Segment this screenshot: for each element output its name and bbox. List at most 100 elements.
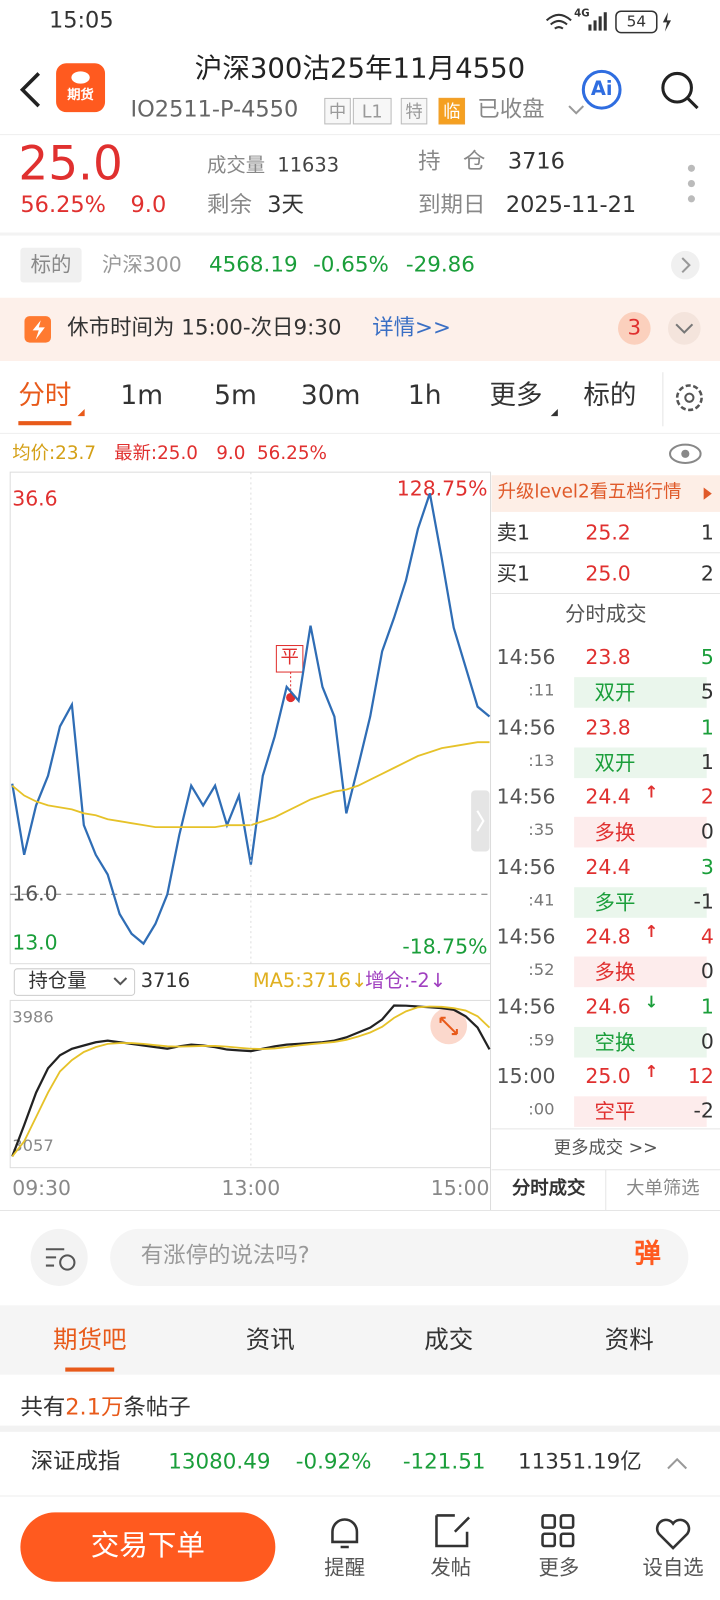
y-tick-label: 3986 [12, 1007, 53, 1026]
forum-tab[interactable]: 资讯 [245, 1325, 295, 1355]
trade-second: :11 [528, 680, 555, 700]
arrow-button[interactable] [671, 250, 700, 280]
trade-button-label[interactable]: 交易下单 [90, 1528, 205, 1563]
danmu-toggle[interactable]: 弹 [634, 1239, 661, 1270]
comment-placeholder[interactable]: 有涨停的说法吗? [140, 1243, 310, 1269]
oi-ma5: MA5:3716↓ [252, 969, 368, 993]
book-price: 25.2 [585, 520, 631, 545]
remain-label: 剩余 [207, 192, 252, 219]
trade-oi-change: 0 [700, 958, 714, 984]
y-tick-label: 13.0 [12, 930, 57, 954]
ai-icon[interactable] [581, 69, 622, 110]
trade-type: 双开 [574, 677, 707, 708]
bottom-nav-item[interactable]: 更多 [538, 1555, 580, 1580]
notice-text: 休市时间为 15:00-次日9:30 [67, 315, 342, 340]
latest-price: 最新:25.0 [114, 442, 199, 465]
forum-tab[interactable]: 资料 [604, 1325, 654, 1355]
search-icon[interactable] [661, 71, 693, 104]
divider [0, 232, 720, 236]
period-tab[interactable]: 更多 [489, 380, 543, 411]
ai-label[interactable]: Ai [590, 77, 613, 100]
trade-volume: 3 [700, 854, 714, 879]
level2-band[interactable] [491, 475, 720, 512]
trade-oi-change: -1 [693, 888, 714, 914]
trade-arrow: ↑ [644, 1061, 659, 1081]
underlying-pct: -0.65% [313, 251, 389, 277]
collapse-button[interactable] [667, 312, 701, 345]
status-icons [545, 10, 672, 34]
ticker-caret[interactable] [667, 1457, 688, 1470]
trades-tab[interactable]: 大单筛选 [626, 1177, 700, 1200]
ticker-price: 13080.49 [168, 1449, 271, 1474]
post-prefix: 共有 [20, 1395, 66, 1421]
forum-tab[interactable]: 期货吧 [53, 1325, 127, 1355]
contract-code: IO2511-P-4550 [130, 96, 299, 123]
trade-second: :13 [528, 750, 555, 770]
panel-handle[interactable] [471, 790, 490, 852]
forum-tab[interactable]: 成交 [424, 1325, 474, 1355]
trade-arrow: ↑ [644, 921, 659, 942]
bottom-nav-item[interactable]: 发帖 [430, 1555, 472, 1580]
level2-banner[interactable]: 升级level2看五档行情 [497, 481, 682, 503]
contract-tag: L1 [352, 97, 392, 125]
change-pct: 56.25% [20, 192, 106, 219]
collapse-glyph [675, 323, 694, 334]
trade-oi-change: 1 [700, 749, 714, 774]
trade-time: 14:56 [496, 784, 556, 809]
market-status: 已收盘 [477, 96, 545, 123]
book-qty: 1 [700, 520, 714, 545]
eye-icon[interactable] [668, 443, 702, 465]
period-tab[interactable]: 5m [214, 380, 257, 411]
bottom-nav-item[interactable]: 提醒 [324, 1555, 366, 1580]
more-dots[interactable] [687, 164, 695, 203]
more-trades[interactable]: 更多成交 >> [553, 1138, 658, 1159]
period-tab[interactable]: 1h [407, 380, 442, 411]
ticker-pct: -0.92% [295, 1449, 372, 1474]
panel-handle-glyph [476, 810, 485, 832]
period-tab[interactable]: 分时 [18, 380, 72, 411]
trade-time: 14:56 [496, 993, 556, 1019]
trade-time: 14:56 [496, 644, 556, 669]
trade-volume: 1 [700, 714, 714, 739]
annotation: 平 [280, 646, 299, 668]
x-tick-label: 15:00 [431, 1176, 490, 1200]
search-handle [686, 96, 699, 110]
arrow-glyph [681, 257, 691, 274]
series-line [11, 1005, 491, 1158]
oi: 3716 [507, 148, 565, 175]
trade-button[interactable] [20, 1512, 276, 1582]
volume: 11633 [277, 153, 340, 177]
app-icon [56, 63, 106, 113]
trade-price: 24.4 [585, 854, 631, 879]
trade-second: :52 [528, 959, 555, 980]
underlying-change: -29.86 [405, 251, 475, 277]
comment-input[interactable] [110, 1228, 689, 1286]
trade-volume: 4 [700, 923, 714, 949]
comment-icon[interactable] [30, 1228, 88, 1286]
trade-type: 空换 [574, 1026, 707, 1058]
x-tick-label: 13:00 [222, 1176, 281, 1200]
notice-link[interactable]: 详情>> [372, 315, 451, 340]
change: 9.0 [130, 192, 167, 219]
annotation-box [275, 645, 304, 673]
period-tab[interactable]: 标的 [583, 380, 637, 411]
oi-selector[interactable]: 持仓量 [28, 969, 87, 993]
battery-level: 54 [626, 12, 647, 31]
period-tab[interactable]: 1m [120, 380, 164, 411]
trades-tab[interactable]: 分时成交 [511, 1177, 586, 1200]
y2-tick-label: 128.75% [397, 477, 488, 501]
trade-oi-change: 0 [700, 1028, 714, 1053]
network: 4G [574, 8, 590, 20]
underlying-price: 4568.19 [209, 251, 298, 277]
contract-tag: 特 [400, 97, 428, 125]
back-icon[interactable] [19, 72, 41, 108]
settings-icon[interactable] [675, 384, 703, 412]
selector-box[interactable] [13, 968, 136, 996]
period-tab[interactable]: 30m [300, 380, 361, 411]
post-count: 共有2.1万条帖子 [20, 1395, 190, 1422]
bottom-nav-item[interactable]: 设自选 [642, 1555, 704, 1580]
trade-price: 23.8 [585, 714, 631, 739]
book-label: 买1 [496, 560, 531, 586]
trade-second: :00 [528, 1099, 555, 1119]
status-time: 15:05 [48, 8, 114, 34]
